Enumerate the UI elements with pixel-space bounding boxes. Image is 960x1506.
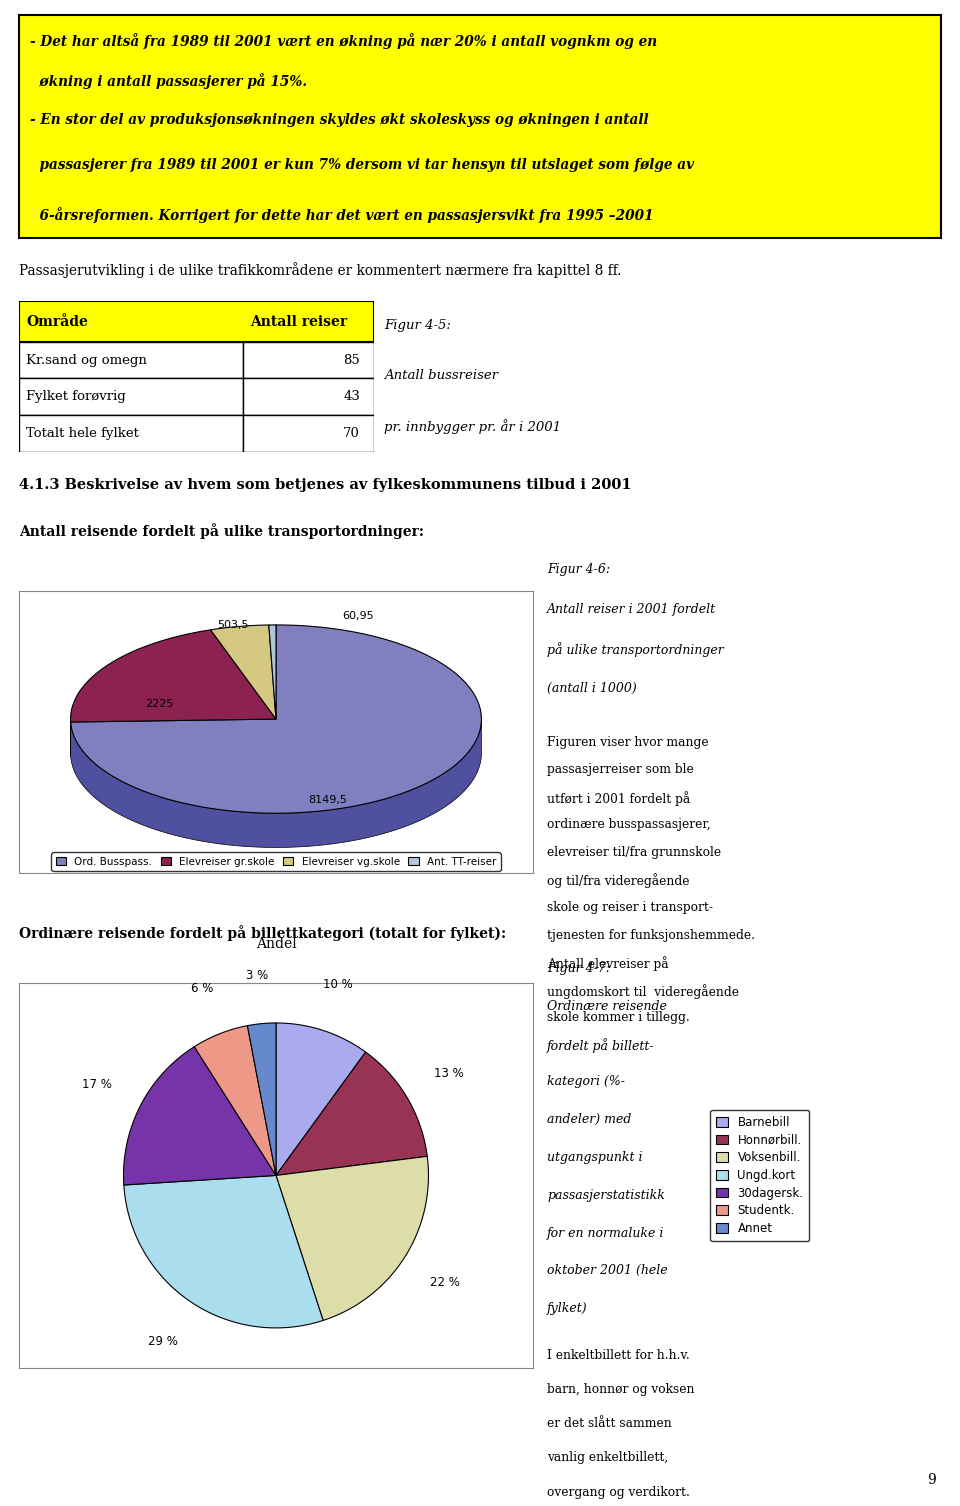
Text: Kr.sand og omegn: Kr.sand og omegn [26, 354, 147, 366]
Text: Fylket forøvrig: Fylket forøvrig [26, 390, 126, 404]
Text: vanlig enkeltbillett,: vanlig enkeltbillett, [547, 1452, 668, 1464]
Text: er det slått sammen: er det slått sammen [547, 1417, 672, 1431]
Text: Figur 4-5:: Figur 4-5: [384, 319, 451, 333]
Text: ordinære busspassasjerer,: ordinære busspassasjerer, [547, 818, 711, 831]
Bar [19, 416, 243, 452]
Text: 8149,5: 8149,5 [308, 795, 347, 804]
Text: elevreiser til/fra grunnskole: elevreiser til/fra grunnskole [547, 846, 721, 858]
Text: 22 %: 22 % [430, 1277, 461, 1289]
Text: økning i antall passasjerer på 15%.: økning i antall passasjerer på 15%. [31, 72, 307, 89]
Text: 85: 85 [344, 354, 360, 366]
Text: utgangspunkt i: utgangspunkt i [547, 1151, 642, 1164]
Text: Antall bussreiser: Antall bussreiser [384, 369, 498, 383]
Text: oktober 2001 (hele: oktober 2001 (hele [547, 1265, 668, 1277]
Polygon shape [124, 1175, 324, 1328]
Text: Figur 4-6:: Figur 4-6: [547, 563, 611, 577]
Text: Antall reiser: Antall reiser [250, 315, 348, 328]
Bar [19, 342, 243, 378]
Text: utført i 2001 fordelt på: utført i 2001 fordelt på [547, 791, 690, 806]
Text: Antall reisende fordelt på ulike transportordninger:: Antall reisende fordelt på ulike transpo… [19, 523, 424, 539]
Text: passasjerreiser som ble: passasjerreiser som ble [547, 764, 694, 776]
Legend: Ord. Busspass., Elevreiser gr.skole, Elevreiser vg.skole, Ant. TT-reiser: Ord. Busspass., Elevreiser gr.skole, Ele… [52, 852, 500, 870]
Text: passasjerstatistikk: passasjerstatistikk [547, 1188, 665, 1202]
Polygon shape [71, 625, 481, 813]
Text: 503,5: 503,5 [218, 620, 249, 630]
Text: 6-årsreformen. Korrigert for dette har det vært en passasjersvikt fra 1995 –2001: 6-årsreformen. Korrigert for dette har d… [31, 206, 654, 223]
Text: Passasjerutvikling i de ulike trafikkområdene er kommentert nærmere fra kapittel: Passasjerutvikling i de ulike trafikkomr… [19, 262, 622, 277]
Polygon shape [269, 625, 276, 718]
Text: Figur 4-7:: Figur 4-7: [547, 962, 611, 976]
Text: skole kommer i tillegg.: skole kommer i tillegg. [547, 1012, 690, 1024]
Polygon shape [210, 625, 276, 718]
Text: - En stor del av produksjonsøkningen skyldes økt skoleskyss og økningen i antall: - En stor del av produksjonsøkningen sky… [31, 113, 649, 127]
Text: 17 %: 17 % [83, 1078, 112, 1090]
Text: Antall reiser i 2001 fordelt: Antall reiser i 2001 fordelt [547, 602, 716, 616]
Text: Antall elevreiser på: Antall elevreiser på [547, 956, 669, 971]
Text: skole og reiser i transport-: skole og reiser i transport- [547, 901, 713, 914]
Polygon shape [124, 1047, 276, 1185]
Text: og til/fra videregående: og til/fra videregående [547, 873, 689, 889]
Text: barn, honnør og voksen: barn, honnør og voksen [547, 1383, 695, 1396]
Text: fylket): fylket) [547, 1303, 588, 1315]
Text: 3 %: 3 % [246, 970, 268, 982]
Text: - Det har altså fra 1989 til 2001 vært en økning på nær 20% i antall vognkm og e: - Det har altså fra 1989 til 2001 vært e… [31, 33, 658, 48]
Polygon shape [276, 1023, 366, 1175]
Text: passasjerer fra 1989 til 2001 er kun 7% dersom vi tar hensyn til utslaget som fø: passasjerer fra 1989 til 2001 er kun 7% … [31, 158, 694, 172]
Text: Ordinære reisende fordelt på billettkategori (totalt for fylket):: Ordinære reisende fordelt på billettkate… [19, 925, 506, 941]
Text: overgang og verdikort.: overgang og verdikort. [547, 1485, 690, 1498]
Text: 2225: 2225 [145, 699, 174, 709]
Text: andeler) med: andeler) med [547, 1113, 632, 1126]
Text: kategori (%-: kategori (%- [547, 1075, 625, 1089]
Text: 29 %: 29 % [148, 1334, 179, 1348]
Text: 43: 43 [344, 390, 360, 404]
Bar [19, 301, 374, 342]
Polygon shape [194, 1026, 276, 1175]
Polygon shape [71, 720, 481, 848]
Polygon shape [276, 1053, 427, 1175]
Bar [19, 378, 243, 416]
Text: Andel: Andel [255, 937, 297, 950]
Legend: Barnebill, Honnørbill., Voksenbill., Ungd.kort, 30dagersk., Studentk., Annet: Barnebill, Honnørbill., Voksenbill., Ung… [710, 1110, 809, 1241]
Text: 13 %: 13 % [434, 1066, 464, 1080]
Text: 70: 70 [344, 426, 360, 440]
Text: på ulike transportordninger: på ulike transportordninger [547, 642, 724, 657]
Text: (antall i 1000): (antall i 1000) [547, 682, 636, 694]
Text: Område: Område [26, 315, 88, 328]
Text: fordelt på billett-: fordelt på billett- [547, 1038, 655, 1053]
Bar [243, 342, 374, 378]
Bar [243, 378, 374, 416]
Text: Totalt hele fylket: Totalt hele fylket [26, 426, 139, 440]
Polygon shape [276, 1157, 428, 1321]
Text: 6 %: 6 % [191, 982, 213, 995]
Text: 9: 9 [927, 1473, 936, 1486]
Text: for en normaluke i: for en normaluke i [547, 1226, 664, 1239]
Polygon shape [71, 630, 276, 721]
Text: 4.1.3 Beskrivelse av hvem som betjenes av fylkeskommunens tilbud i 2001: 4.1.3 Beskrivelse av hvem som betjenes a… [19, 477, 632, 492]
Text: 60,95: 60,95 [343, 611, 374, 622]
Polygon shape [248, 1023, 276, 1175]
Text: 10 %: 10 % [324, 977, 353, 991]
Bar [243, 416, 374, 452]
Text: pr. innbygger pr. år i 2001: pr. innbygger pr. år i 2001 [384, 419, 561, 434]
Text: tjenesten for funksjonshemmede.: tjenesten for funksjonshemmede. [547, 929, 756, 941]
Text: I enkeltbillett for h.h.v.: I enkeltbillett for h.h.v. [547, 1349, 690, 1361]
Text: ungdomskort til  videregående: ungdomskort til videregående [547, 983, 739, 998]
Text: Figuren viser hvor mange: Figuren viser hvor mange [547, 735, 708, 748]
Text: Ordinære reisende: Ordinære reisende [547, 1000, 667, 1014]
